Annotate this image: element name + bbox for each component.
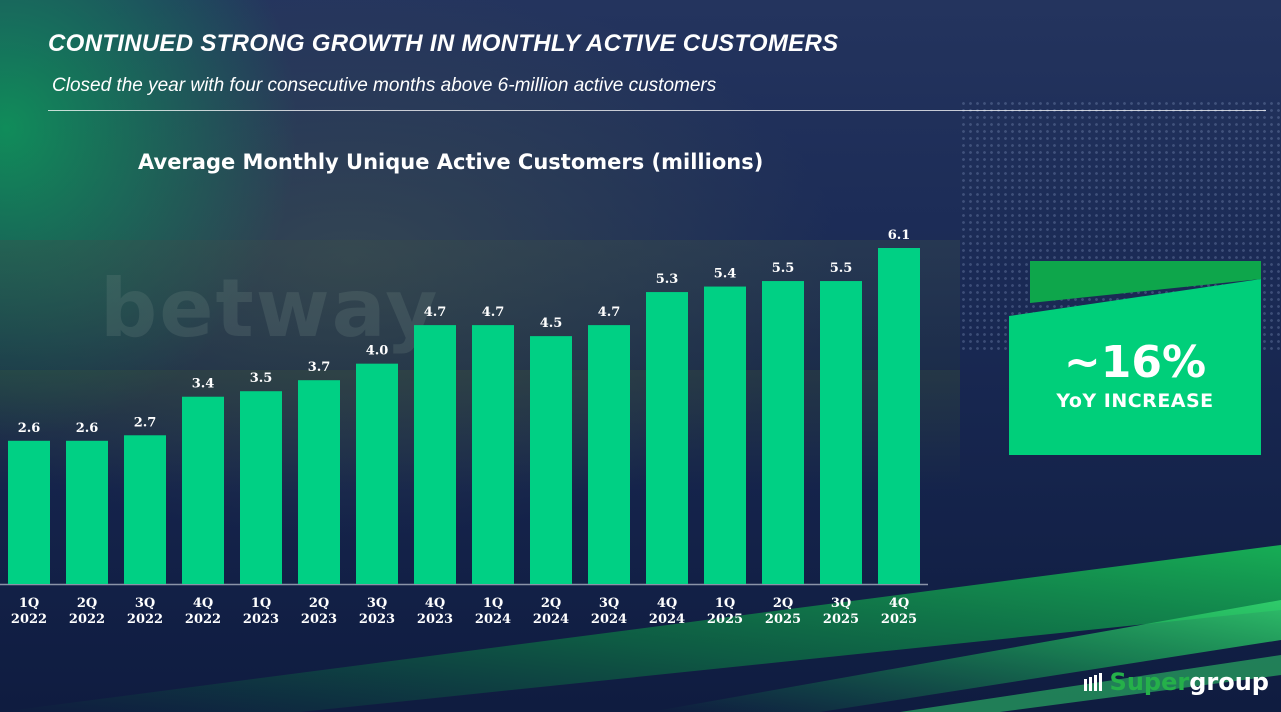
- data-label: 2.6: [76, 421, 99, 436]
- x-tick-label: 2023: [243, 612, 279, 627]
- data-label: 5.3: [656, 272, 679, 287]
- bar-1q-2023: [240, 391, 282, 584]
- badge-value: ~16%: [1063, 337, 1207, 388]
- x-tick-label: 2024: [591, 612, 627, 627]
- background-glow: [0, 0, 300, 440]
- x-tick-label: 4Q: [657, 596, 677, 611]
- x-tick-label: 2023: [301, 612, 337, 627]
- logo-text-group: group: [1189, 668, 1269, 696]
- stripe-bright: [650, 600, 1281, 712]
- x-tick-label: 2022: [185, 612, 221, 627]
- data-label: 6.1: [888, 228, 911, 243]
- badge-caption: YoY INCREASE: [1056, 390, 1214, 412]
- x-tick-label: 4Q: [193, 596, 213, 611]
- data-label: 4.7: [482, 305, 505, 320]
- data-label: 5.4: [714, 267, 737, 282]
- x-tick-label: 2Q: [773, 596, 793, 611]
- background-brand-text: betway: [100, 262, 440, 355]
- bar-3q-2023: [356, 363, 398, 584]
- bar-4q-2022: [182, 396, 224, 584]
- bar-3q-2025: [820, 281, 862, 584]
- bar-4q-2025: [878, 248, 920, 584]
- bar-4q-2023: [414, 325, 456, 584]
- data-label: 2.6: [18, 421, 41, 436]
- data-label: 2.7: [134, 415, 157, 430]
- x-tick-label: 2022: [127, 612, 163, 627]
- bar-3q-2024: [588, 325, 630, 584]
- x-tick-label: 2Q: [309, 596, 329, 611]
- data-label: 4.0: [366, 344, 389, 359]
- bar-3q-2022: [124, 435, 166, 584]
- x-tick-label: 2023: [359, 612, 395, 627]
- highlight-badge: [1009, 261, 1261, 455]
- x-tick-label: 2025: [765, 612, 801, 627]
- x-tick-label: 4Q: [425, 596, 445, 611]
- page-subtitle: Closed the year with four consecutive mo…: [52, 75, 717, 96]
- x-tick-label: 2025: [881, 612, 917, 627]
- x-tick-label: 3Q: [831, 596, 851, 611]
- x-tick-label: 1Q: [251, 596, 271, 611]
- x-tick-label: 3Q: [599, 596, 619, 611]
- bar-1q-2025: [704, 286, 746, 584]
- x-tick-label: 2Q: [541, 596, 561, 611]
- x-tick-label: 2023: [417, 612, 453, 627]
- badge-panel: [1009, 279, 1261, 455]
- data-label: 3.4: [192, 377, 215, 392]
- x-tick-label: 2024: [533, 612, 569, 627]
- bar-2q-2024: [530, 336, 572, 584]
- x-tick-label: 2025: [707, 612, 743, 627]
- page-title: CONTINUED STRONG GROWTH IN MONTHLY ACTIV…: [48, 30, 839, 57]
- x-tick-label: 3Q: [367, 596, 387, 611]
- x-tick-label: 2Q: [77, 596, 97, 611]
- bar-chart: 2.61Q20222.62Q20222.73Q20223.44Q20223.51…: [0, 228, 928, 627]
- badge-shadow: [1030, 261, 1261, 303]
- data-label: 4.7: [424, 305, 447, 320]
- bar-4q-2024: [646, 292, 688, 584]
- x-tick-label: 4Q: [889, 596, 909, 611]
- supergroup-logo: Super group: [1083, 667, 1269, 697]
- x-tick-label: 3Q: [135, 596, 155, 611]
- x-tick-label: 2022: [11, 612, 47, 627]
- x-tick-label: 2025: [823, 612, 859, 627]
- bar-2q-2022: [66, 440, 108, 584]
- data-label: 4.5: [540, 316, 563, 331]
- data-label: 3.7: [308, 360, 331, 375]
- x-tick-label: 1Q: [483, 596, 503, 611]
- data-label: 4.7: [598, 305, 621, 320]
- logo-text-super: Super: [1109, 668, 1190, 696]
- data-label: 5.5: [830, 261, 853, 276]
- bar-1q-2022: [8, 440, 50, 584]
- x-tick-label: 1Q: [19, 596, 39, 611]
- x-tick-label: 2022: [69, 612, 105, 627]
- bar-1q-2024: [472, 325, 514, 584]
- chart-title: Average Monthly Unique Active Customers …: [138, 150, 764, 174]
- x-tick-label: 1Q: [715, 596, 735, 611]
- bar-2q-2025: [762, 281, 804, 584]
- x-tick-label: 2024: [475, 612, 511, 627]
- data-label: 3.5: [250, 371, 273, 386]
- stripe-wide: [0, 545, 1281, 712]
- data-label: 5.5: [772, 261, 795, 276]
- logo-bars-icon: [1083, 673, 1102, 691]
- x-tick-label: 2024: [649, 612, 685, 627]
- header-divider: [48, 110, 1266, 111]
- bar-2q-2023: [298, 380, 340, 584]
